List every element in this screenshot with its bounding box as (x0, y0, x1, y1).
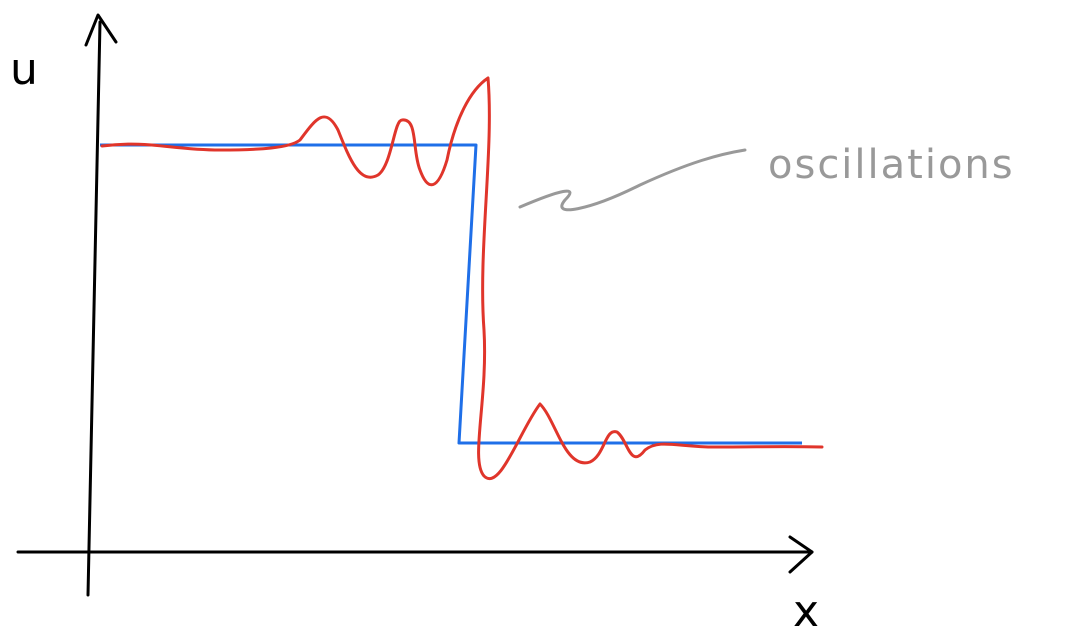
exact-solution (100, 145, 802, 443)
x-axis-label: x (793, 586, 819, 627)
y-axis (88, 22, 100, 595)
numerical-solution (102, 78, 822, 479)
diagram: u x oscillations (0, 0, 1073, 627)
annotation-pointer (520, 150, 745, 210)
y-axis-label: u (10, 44, 38, 95)
annotation: oscillations (768, 142, 1015, 188)
x-axis-arrow (790, 537, 812, 572)
page: u x oscillations (() => { const data = J… (0, 0, 1073, 627)
